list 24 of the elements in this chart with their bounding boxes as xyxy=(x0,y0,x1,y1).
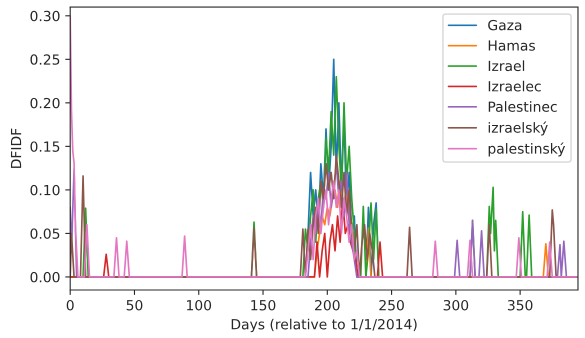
x-tick-label: 350 xyxy=(508,300,532,310)
x-axis-title: Days (relative to 1/1/2014) xyxy=(232,318,417,332)
y-tick-label: 0.20 xyxy=(30,98,60,108)
x-tick-label: 50 xyxy=(126,300,142,310)
y-tick-label: 0.05 xyxy=(30,228,60,239)
y-axis-title: DFIDF xyxy=(10,128,22,168)
legend-label: Hamas xyxy=(488,40,535,51)
y-tick-label: 0.00 xyxy=(30,272,60,282)
x-tick-label: 0 xyxy=(66,300,74,310)
x-tick-label: 150 xyxy=(251,300,276,310)
x-tick-label: 100 xyxy=(187,300,212,310)
legend-label: palestinský xyxy=(488,142,566,156)
legend-label: Gaza xyxy=(488,20,522,30)
legend-label: Palestinec xyxy=(488,101,557,112)
y-tick-label: 0.25 xyxy=(30,54,60,65)
legend-label: Izraelec xyxy=(488,80,541,92)
x-tick-label: 250 xyxy=(379,300,404,310)
x-tick-label: 300 xyxy=(444,300,468,310)
legend-label: izraelský xyxy=(488,122,548,136)
x-tick-label: 200 xyxy=(315,300,340,310)
legend-label: Izrael xyxy=(488,60,524,72)
y-tick-label: 0.30 xyxy=(30,10,60,22)
y-tick-label: 0.10 xyxy=(30,184,60,196)
y-tick-label: 0.15 xyxy=(30,141,60,152)
